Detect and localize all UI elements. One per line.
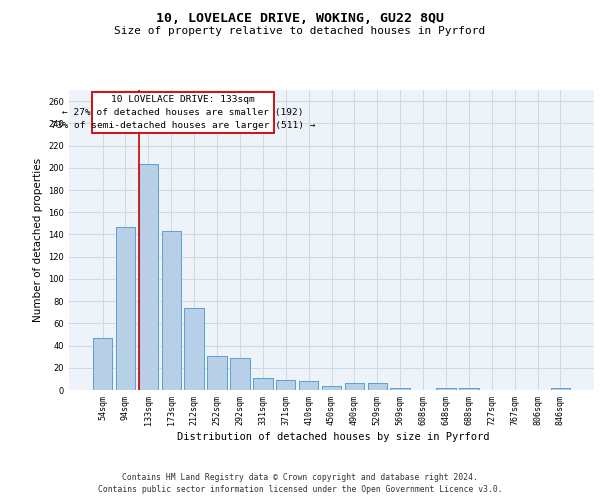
Bar xyxy=(344,384,364,390)
Bar xyxy=(391,388,410,390)
Bar xyxy=(253,378,272,390)
Text: Contains HM Land Registry data © Crown copyright and database right 2024.: Contains HM Land Registry data © Crown c… xyxy=(122,472,478,482)
Text: Distribution of detached houses by size in Pyrford: Distribution of detached houses by size … xyxy=(177,432,489,442)
Bar xyxy=(208,356,227,390)
Bar xyxy=(230,358,250,390)
Bar xyxy=(184,308,204,390)
Bar xyxy=(368,384,387,390)
Bar xyxy=(299,381,319,390)
Text: Contains public sector information licensed under the Open Government Licence v3: Contains public sector information licen… xyxy=(98,485,502,494)
Bar xyxy=(436,388,455,390)
Bar xyxy=(161,231,181,390)
Text: 10, LOVELACE DRIVE, WOKING, GU22 8QU: 10, LOVELACE DRIVE, WOKING, GU22 8QU xyxy=(156,12,444,26)
Bar xyxy=(116,226,135,390)
FancyBboxPatch shape xyxy=(92,92,274,134)
Bar xyxy=(93,338,112,390)
Bar xyxy=(551,388,570,390)
Bar xyxy=(459,388,479,390)
Text: Size of property relative to detached houses in Pyrford: Size of property relative to detached ho… xyxy=(115,26,485,36)
Bar xyxy=(322,386,341,390)
Y-axis label: Number of detached properties: Number of detached properties xyxy=(33,158,43,322)
Text: 10 LOVELACE DRIVE: 133sqm
← 27% of detached houses are smaller (192)
73% of semi: 10 LOVELACE DRIVE: 133sqm ← 27% of detac… xyxy=(50,95,315,130)
Bar xyxy=(276,380,295,390)
Bar xyxy=(139,164,158,390)
